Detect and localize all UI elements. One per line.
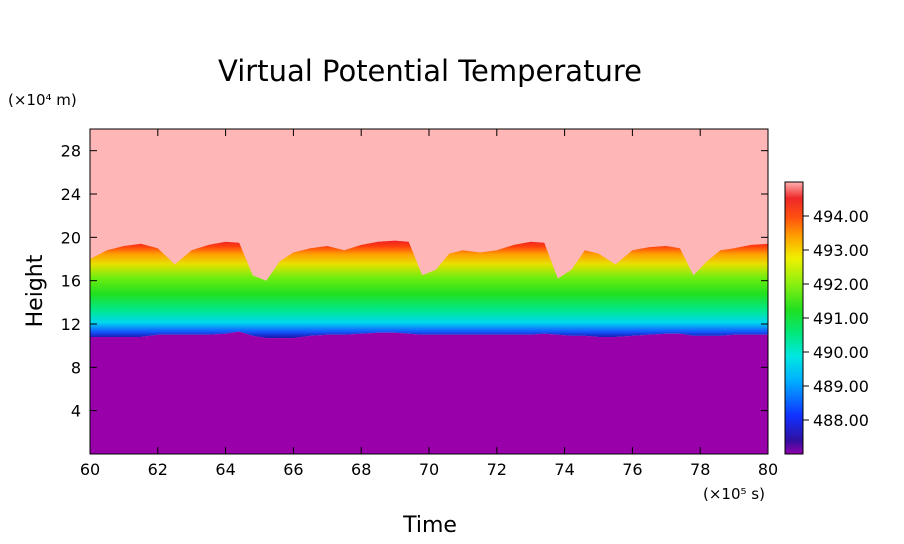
x-tick-label: 62 (148, 460, 168, 479)
y-unit-label: (×10⁴ m) (8, 91, 77, 109)
y-axis: 4 8 12 16 20 24 28 (61, 142, 768, 421)
y-tick-label: 20 (61, 228, 81, 247)
x-tick-label: 64 (215, 460, 235, 479)
colorbar-tick-label: 492.00 (813, 275, 869, 294)
x-tick-label: 60 (80, 460, 100, 479)
y-tick-label: 8 (71, 358, 81, 377)
plot-field (90, 129, 768, 454)
x-tick-label: 80 (758, 460, 778, 479)
y-tick-label: 12 (61, 315, 81, 334)
x-tick-label: 66 (283, 460, 303, 479)
x-unit-label: (×10⁵ s) (703, 485, 765, 503)
colorbar-tick-label: 488.00 (813, 411, 869, 430)
y-axis-title: Height (23, 254, 48, 327)
x-tick-label: 68 (351, 460, 371, 479)
chart-title: Virtual Potential Temperature (218, 54, 642, 88)
x-tick-label: 74 (554, 460, 574, 479)
colorbar-tick-label: 490.00 (813, 343, 869, 362)
colorbar-tick-label: 493.00 (813, 241, 869, 260)
x-tick-label: 70 (419, 460, 439, 479)
y-tick-label: 24 (61, 185, 81, 204)
y-tick-label: 28 (61, 142, 81, 161)
colorbar-ticks: 488.00 489.00 490.00 491.00 492.00 493.00 494.… (803, 207, 869, 430)
colorbar-tick-label: 494.00 (813, 207, 869, 226)
x-axis: 60 62 64 66 68 70 72 74 76 78 80 (80, 129, 778, 479)
colorbar (784, 181, 804, 455)
transition-band (90, 240, 768, 339)
y-tick-label: 4 (71, 402, 81, 421)
x-tick-label: 78 (690, 460, 710, 479)
y-tick-label: 16 (61, 272, 81, 291)
x-axis-title: Time (402, 513, 457, 538)
colorbar-tick-label: 491.00 (813, 309, 869, 328)
colorbar-tick-label: 489.00 (813, 377, 869, 396)
x-tick-label: 76 (622, 460, 642, 479)
lower-layer (90, 331, 768, 454)
x-tick-label: 72 (487, 460, 507, 479)
